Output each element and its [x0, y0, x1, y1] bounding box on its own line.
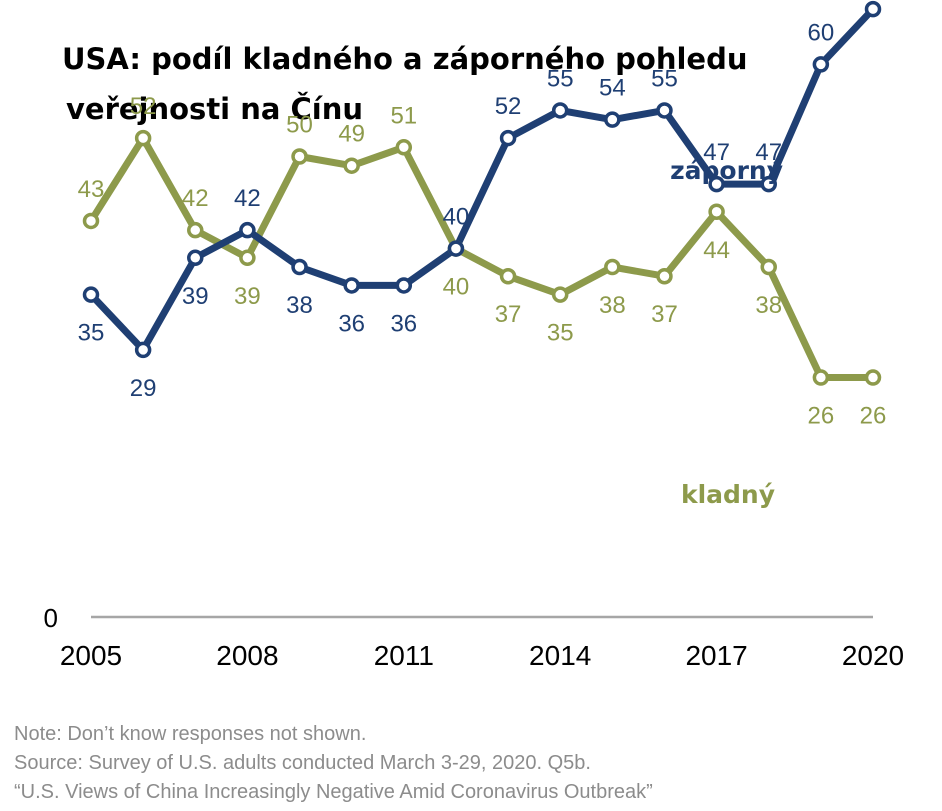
data-point-zaporny — [760, 175, 777, 193]
data-label-kladny: 26 — [860, 403, 887, 430]
data-label-zaporny: 47 — [755, 139, 782, 166]
data-point-kladny — [134, 129, 152, 147]
data-label-zaporny: 42 — [234, 185, 261, 212]
series-name-zaporny: záporný — [670, 156, 783, 185]
data-label-kladny: 51 — [390, 102, 417, 129]
data-label-zaporny: 60 — [808, 19, 835, 46]
data-label-kladny: 38 — [755, 292, 782, 319]
chart-title: USA: podíl kladného a záporného pohledu … — [62, 34, 882, 134]
data-point-zaporny — [656, 102, 673, 119]
data-point-zaporny — [291, 258, 308, 276]
data-point-kladny — [656, 267, 673, 285]
data-point-kladny — [604, 258, 621, 276]
report-title-text: “U.S. Views of China Increasingly Negati… — [14, 781, 653, 803]
data-point-zaporny — [82, 286, 100, 303]
data-point-zaporny — [239, 221, 256, 239]
data-point-kladny — [395, 139, 413, 156]
data-label-zaporny: 55 — [651, 65, 678, 92]
chart-title-line-1: USA: podíl kladného a záporného pohledu — [62, 42, 748, 76]
data-point-zaporny — [343, 277, 360, 294]
data-point-kladny — [291, 148, 308, 165]
data-point-kladny — [82, 212, 100, 230]
data-label-zaporny: 36 — [338, 310, 365, 337]
data-label-kladny: 37 — [495, 301, 522, 328]
data-point-kladny — [343, 157, 360, 174]
data-label-kladny: 50 — [286, 112, 313, 139]
data-point-kladny — [239, 249, 256, 267]
data-point-zaporny — [708, 175, 725, 193]
data-point-zaporny — [395, 277, 413, 294]
data-point-zaporny — [499, 129, 517, 147]
data-point-zaporny — [864, 0, 882, 18]
y-axis-zero-label: 0 — [44, 603, 58, 633]
data-label-kladny: 38 — [599, 292, 626, 319]
data-label-kladny: 44 — [703, 237, 730, 264]
data-label-zaporny: 29 — [130, 375, 157, 402]
data-point-zaporny — [187, 249, 204, 267]
data-label-zaporny: 55 — [547, 65, 574, 92]
chart-title-line-2: veřejnosti na Čínu — [66, 92, 364, 126]
data-label-kladny: 43 — [78, 176, 105, 203]
data-label-kladny: 52 — [130, 93, 157, 120]
data-label-kladny: 35 — [547, 320, 574, 347]
data-label-zaporny: 35 — [78, 320, 105, 347]
data-point-zaporny — [134, 341, 152, 359]
x-tick-label: 2011 — [374, 640, 434, 671]
series-line-zaporny — [87, 5, 877, 354]
data-point-kladny — [864, 369, 882, 386]
data-label-zaporny: 54 — [599, 75, 626, 102]
data-label-zaporny: 40 — [443, 204, 470, 231]
data-point-kladny — [708, 203, 725, 221]
data-label-kladny: 42 — [182, 185, 209, 212]
chart-notes: Note: Don’t know responses not shown. So… — [14, 720, 924, 807]
series-name-kladny: kladný — [681, 480, 775, 509]
source-text: Source: Survey of U.S. adults conducted … — [14, 752, 591, 774]
x-tick-label: 2008 — [216, 640, 278, 671]
data-label-zaporny: 52 — [495, 93, 522, 120]
data-label-zaporny: 39 — [182, 283, 209, 310]
data-point-kladny — [187, 221, 204, 239]
data-point-kladny — [760, 258, 777, 276]
data-point-zaporny — [447, 240, 465, 257]
data-label-kladny: 49 — [338, 121, 365, 148]
data-point-kladny — [499, 267, 517, 285]
data-point-kladny — [551, 286, 569, 303]
note-text: Note: Don’t know responses not shown. — [14, 723, 367, 745]
data-point-zaporny — [604, 111, 621, 128]
data-label-zaporny: 47 — [703, 139, 730, 166]
x-tick-label: 2005 — [60, 640, 122, 671]
x-tick-label: 2020 — [842, 640, 904, 671]
data-label-zaporny: 36 — [390, 310, 417, 337]
data-label-kladny: 40 — [443, 274, 470, 301]
data-point-kladny — [812, 369, 830, 386]
data-label-zaporny: 38 — [286, 292, 313, 319]
x-tick-label: 2017 — [685, 640, 747, 671]
data-point-zaporny — [812, 56, 830, 73]
x-tick-label: 2014 — [529, 640, 591, 671]
data-label-kladny: 37 — [651, 301, 678, 328]
data-point-zaporny — [551, 102, 569, 119]
data-label-kladny: 39 — [234, 283, 261, 310]
data-label-kladny: 26 — [808, 403, 835, 430]
